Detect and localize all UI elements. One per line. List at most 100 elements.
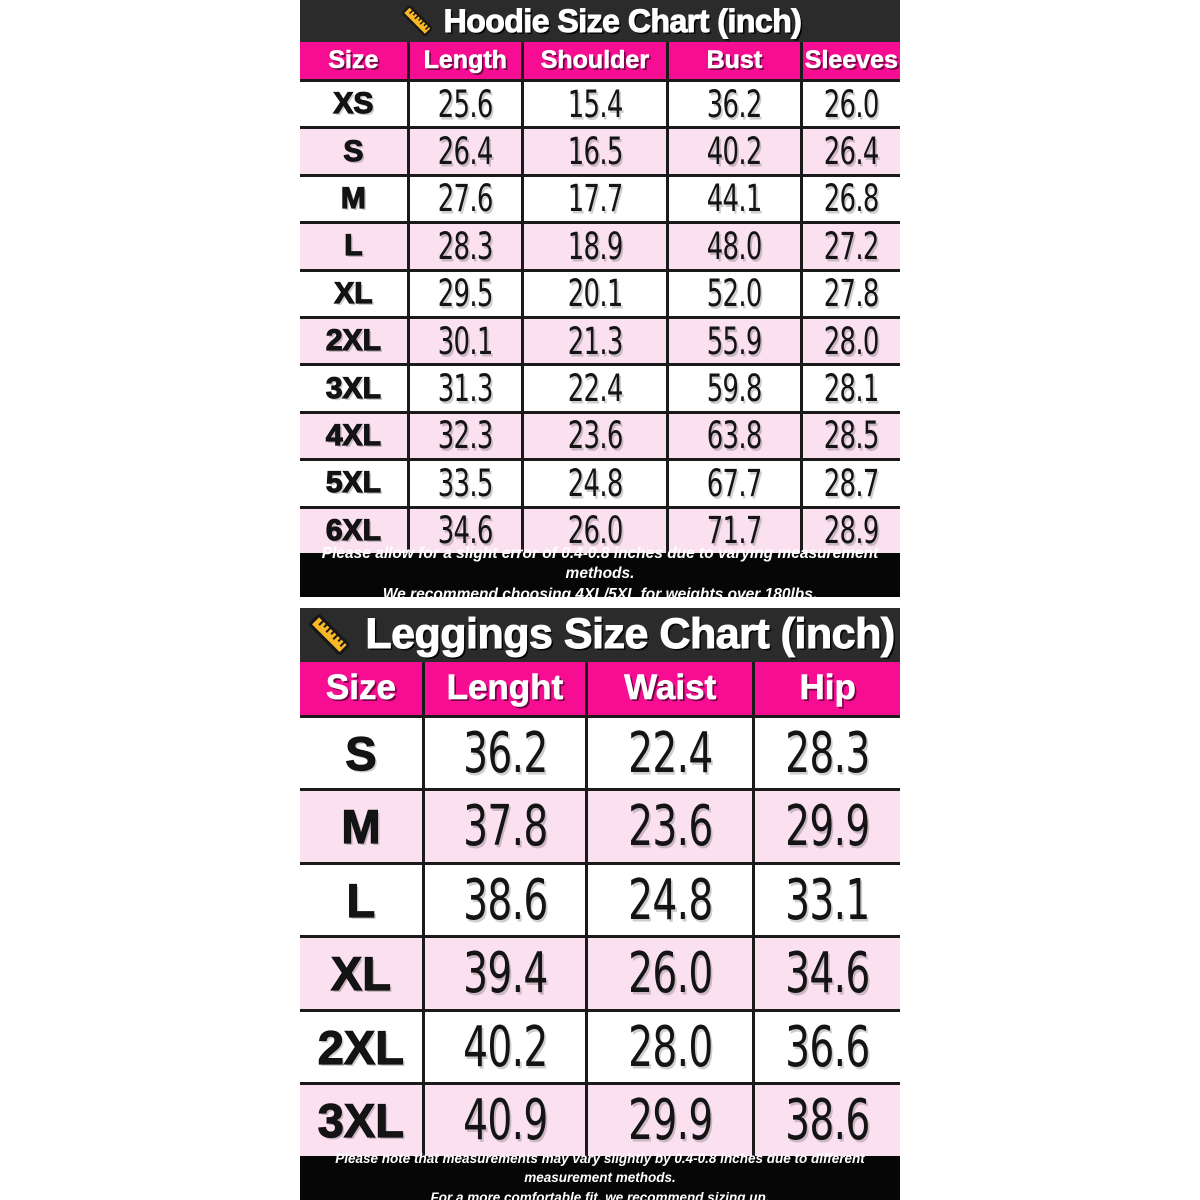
measurement-value: 63.8 — [706, 414, 763, 458]
footnote-line: We recommend choosing 4XL/5XL for weight… — [382, 586, 818, 604]
table-row: M 27.6 17.7 44.1 26.8 — [300, 173, 900, 222]
value-cell: 28.3 — [752, 717, 900, 789]
size-cell: M — [340, 181, 366, 215]
measurement-value: 28.1 — [823, 367, 880, 411]
size-cell: S — [345, 726, 378, 780]
table-row: XS 25.6 15.4 36.2 26.0 — [300, 79, 900, 127]
measurement-value: 26.8 — [823, 177, 880, 221]
measurement-value: 40.2 — [462, 1014, 548, 1080]
table-row: M 37.8 23.6 29.9 — [300, 788, 900, 862]
measurement-value: 26.4 — [437, 130, 494, 174]
value-cell: 38.6 — [421, 864, 585, 936]
measurement-value: 38.6 — [462, 867, 548, 933]
measurement-value: 26.0 — [627, 941, 713, 1007]
chart-title-bar: Hoodie Size Chart (inch) — [300, 0, 900, 42]
value-cell: 28.1 — [799, 366, 900, 411]
table-row: 6XL 34.6 26.0 71.7 28.9 — [300, 505, 900, 553]
measurement-value: 15.4 — [567, 82, 623, 126]
value-cell: 18.9 — [520, 224, 666, 269]
size-cell: 2XL — [325, 324, 381, 358]
column-header-shoulder: Shoulder — [520, 42, 666, 79]
table-row: 5XL 33.5 24.8 67.7 28.7 — [300, 458, 900, 506]
measurement-value: 28.5 — [823, 414, 880, 458]
measurement-value: 48.0 — [706, 224, 763, 268]
measurement-value: 36.2 — [706, 82, 763, 126]
value-cell: 29.9 — [584, 1085, 752, 1156]
table-row: 3XL 31.3 22.4 59.8 28.1 — [300, 363, 900, 411]
size-cell: S — [343, 134, 364, 168]
value-cell: 27.8 — [799, 271, 900, 316]
value-cell: 30.1 — [406, 318, 521, 364]
value-cell: 40.2 — [665, 129, 800, 174]
table-row: 4XL 32.3 23.6 63.8 28.5 — [300, 410, 900, 459]
measurement-value: 36.2 — [462, 720, 548, 786]
measurement-value: 27.6 — [437, 177, 494, 221]
size-cell: 2XL — [317, 1020, 404, 1074]
value-cell: 36.2 — [421, 717, 585, 789]
measurement-value: 20.1 — [567, 272, 623, 316]
column-header-waist: Waist — [584, 661, 752, 715]
table-body: S 36.2 22.4 28.3 M 37.8 23.6 29.9 L 38.6 24.8 33.1 X… — [300, 714, 900, 1156]
table-row: XL 39.4 26.0 34.6 — [300, 935, 900, 1009]
measurement-value: 30.1 — [437, 319, 494, 363]
value-cell: 33.1 — [752, 864, 900, 936]
measurement-value: 71.7 — [706, 509, 763, 553]
measurement-value: 25.6 — [437, 82, 494, 126]
column-header-hip: Hip — [752, 661, 900, 715]
size-cell: 4XL — [325, 418, 381, 452]
value-cell: 36.2 — [665, 82, 800, 127]
value-cell: 26.0 — [520, 508, 666, 553]
size-cell: L — [346, 873, 376, 927]
value-cell: 22.4 — [520, 366, 666, 411]
value-cell: 59.8 — [665, 366, 800, 411]
column-header-bust: Bust — [665, 42, 800, 79]
measurement-value: 27.8 — [823, 272, 880, 316]
value-cell: 31.3 — [406, 366, 521, 411]
measurement-value: 28.0 — [823, 319, 880, 363]
table-row: 3XL 40.9 29.9 38.6 — [300, 1082, 900, 1156]
value-cell: 28.3 — [406, 224, 521, 269]
measurement-value: 29.9 — [627, 1088, 713, 1154]
table-row: L 28.3 18.9 48.0 27.2 — [300, 221, 900, 269]
measurement-value: 28.0 — [627, 1014, 713, 1080]
value-cell: 38.6 — [752, 1085, 900, 1156]
measurement-value: 29.9 — [785, 794, 870, 860]
measurement-value: 36.6 — [785, 1014, 870, 1080]
value-cell: 26.0 — [584, 938, 752, 1009]
column-header-lenght: Lenght — [421, 661, 585, 715]
measurement-value: 55.9 — [706, 319, 763, 363]
value-cell: 63.8 — [665, 413, 800, 459]
measurement-value: 33.5 — [437, 461, 494, 505]
value-cell: 67.7 — [665, 461, 800, 506]
measurement-value: 28.3 — [437, 224, 494, 268]
measurement-value: 28.7 — [823, 461, 880, 505]
size-cell: 3XL — [325, 371, 381, 405]
measurement-value: 27.2 — [823, 224, 880, 268]
measurement-value: 23.6 — [627, 794, 713, 860]
footnote-line: For a more comfortable fit, we recommend… — [430, 1189, 770, 1200]
value-cell: 20.1 — [520, 271, 666, 316]
measurement-value: 59.8 — [706, 367, 763, 411]
value-cell: 37.8 — [421, 791, 585, 862]
value-cell: 55.9 — [665, 318, 800, 364]
value-cell: 40.2 — [421, 1011, 585, 1083]
chart-title-bar: Leggings Size Chart (inch) — [300, 607, 900, 662]
table-row: 2XL 40.2 28.0 36.6 — [300, 1008, 900, 1083]
value-cell: 16.5 — [520, 129, 666, 174]
measurement-value: 52.0 — [706, 272, 763, 316]
value-cell: 17.7 — [520, 176, 666, 222]
measurement-value: 22.4 — [567, 367, 623, 411]
value-cell: 39.4 — [421, 938, 585, 1009]
size-cell: 5XL — [325, 466, 381, 500]
measurement-value: 40.9 — [462, 1088, 548, 1154]
measurement-value: 24.8 — [627, 867, 713, 933]
value-cell: 52.0 — [665, 271, 800, 316]
value-cell: 28.7 — [799, 461, 900, 506]
size-cell: 6XL — [325, 513, 381, 547]
column-header-size: Size — [325, 668, 397, 708]
measurement-value: 26.4 — [823, 130, 880, 174]
value-cell: 23.6 — [584, 791, 752, 862]
column-header-size: Size — [328, 46, 379, 75]
value-cell: 25.6 — [406, 82, 521, 127]
measurement-value: 33.1 — [785, 867, 870, 933]
